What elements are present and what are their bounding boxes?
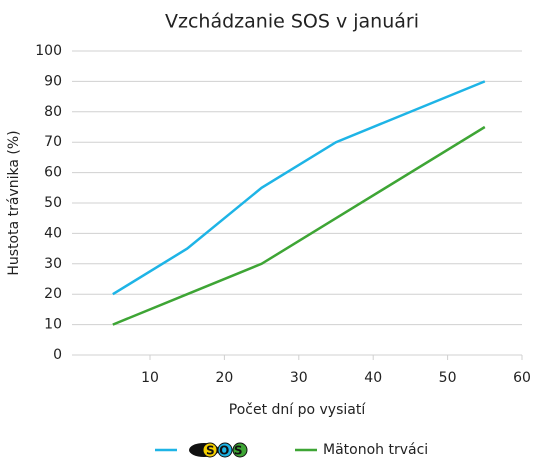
y-tick-label: 90 <box>44 73 62 89</box>
y-tick-label: 20 <box>44 286 62 302</box>
chart-title: Vzchádzanie SOS v januári <box>165 11 419 33</box>
y-axis-label: Hustota trávnika (%) <box>6 130 22 275</box>
x-tick-label: 60 <box>513 370 531 386</box>
legend-label: SOS <box>206 444 247 458</box>
x-axis-label: Počet dní po vysiatí <box>229 402 367 418</box>
y-tick-label: 30 <box>44 256 62 272</box>
x-tick-label: 20 <box>215 370 233 386</box>
x-tick-label: 40 <box>364 370 382 386</box>
y-tick-label: 100 <box>35 43 62 59</box>
logo-circle <box>232 442 248 458</box>
x-tick-label: 30 <box>290 370 308 386</box>
y-tick-label: 0 <box>53 347 62 363</box>
y-tick-label: 70 <box>44 134 62 150</box>
y-tick-label: 50 <box>44 195 62 211</box>
legend-logo <box>189 442 248 458</box>
y-tick-label: 80 <box>44 104 62 120</box>
x-tick-label: 10 <box>141 370 159 386</box>
y-tick-label: 10 <box>44 317 62 333</box>
y-tick-label: 60 <box>44 165 62 181</box>
logo-circle <box>202 442 218 458</box>
y-tick-label: 40 <box>44 225 62 241</box>
logo-circle <box>217 442 233 458</box>
legend-label: Mätonoh trváci <box>323 442 428 458</box>
line-series <box>112 80 486 296</box>
line-series <box>112 125 486 326</box>
x-tick-label: 50 <box>439 370 457 386</box>
